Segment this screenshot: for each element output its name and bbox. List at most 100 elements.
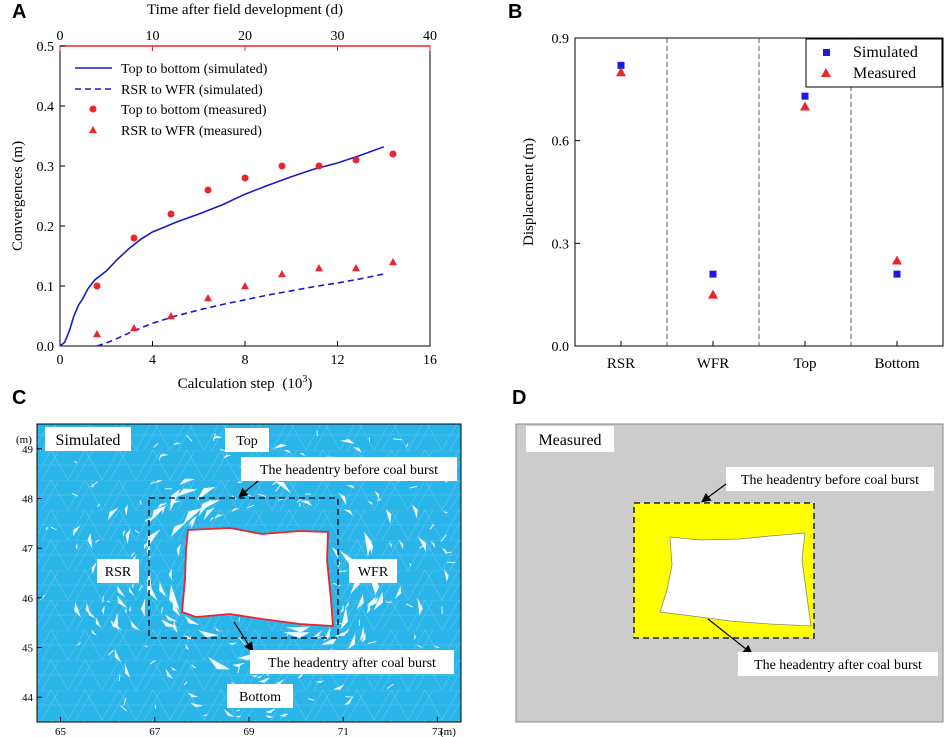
crack-fragment bbox=[170, 666, 178, 671]
plot-a-legend: Top to bottom (simulated) RSR to WFR (sim… bbox=[75, 62, 268, 139]
panel-c: C 65 67 69 71 73 44 45 46 47 48 49 (m) (m) Simulat… bbox=[12, 387, 462, 737]
d-before-label-box bbox=[726, 467, 934, 491]
crack-fragment bbox=[338, 559, 341, 568]
crack-line bbox=[419, 544, 425, 549]
d-after-label-box bbox=[738, 652, 938, 676]
crack-fragment bbox=[74, 601, 81, 618]
y-tick-label: 0.6 bbox=[552, 135, 570, 150]
crack-line bbox=[335, 622, 344, 625]
crack-line bbox=[183, 681, 188, 686]
crack-line bbox=[106, 600, 111, 603]
crack-fragment bbox=[161, 619, 179, 628]
crack-fragment bbox=[87, 610, 96, 619]
crack-fragment bbox=[168, 568, 173, 581]
legend-swatch-triangle bbox=[821, 68, 831, 77]
before-label-box bbox=[241, 457, 457, 481]
crack-fragment bbox=[331, 546, 338, 559]
data-point-triangle bbox=[130, 324, 138, 332]
data-point-triangle bbox=[892, 255, 902, 265]
crack-fragment bbox=[315, 680, 324, 684]
x-tick-label: WFR bbox=[697, 356, 730, 372]
before-label: The headentry before coal burst bbox=[260, 463, 438, 478]
crack-fragment bbox=[125, 528, 131, 544]
plot-a-y-label: Convergences (m) bbox=[10, 141, 26, 251]
after-arrow bbox=[233, 621, 254, 653]
crack-fragment bbox=[202, 714, 209, 717]
crack-line bbox=[95, 539, 100, 543]
legend-label: Measured bbox=[853, 65, 916, 82]
crack-fragment bbox=[147, 580, 158, 601]
legend-label: Simulated bbox=[853, 44, 918, 61]
wfr-label: WFR bbox=[358, 565, 389, 580]
crack-line bbox=[74, 460, 78, 464]
d-before-arrow bbox=[701, 483, 727, 503]
data-point-square bbox=[893, 270, 901, 278]
crack-line bbox=[434, 645, 440, 649]
data-point-circle bbox=[278, 162, 286, 170]
y-tick-label: 0.9 bbox=[552, 32, 570, 47]
crack-fragment bbox=[187, 692, 199, 698]
crack-fragment bbox=[285, 626, 311, 633]
crack-fragment bbox=[169, 584, 180, 611]
crack-line bbox=[153, 442, 159, 448]
plot-b-legend: Simulated Measured bbox=[805, 38, 943, 88]
panel-letter-d: D bbox=[512, 387, 526, 409]
crack-fragment bbox=[124, 607, 127, 614]
crack-fragment bbox=[191, 515, 197, 530]
data-point-triangle bbox=[389, 258, 397, 266]
x-tick-label: 16 bbox=[423, 353, 437, 368]
crack-line bbox=[161, 607, 163, 614]
rsr-label-box bbox=[97, 559, 139, 583]
crack-fragment bbox=[203, 507, 215, 521]
x-tick-label: 12 bbox=[331, 353, 345, 368]
crack-line bbox=[409, 562, 412, 567]
crack-fragment bbox=[117, 585, 126, 598]
data-point-circle bbox=[352, 156, 360, 164]
crack-fragment bbox=[346, 485, 356, 489]
crack-fragment bbox=[389, 542, 392, 549]
crack-fragment bbox=[157, 503, 168, 509]
data-point-circle bbox=[167, 210, 175, 218]
measured-label: Measured bbox=[538, 432, 601, 449]
crack-fragment bbox=[443, 568, 449, 583]
crack-fragment bbox=[110, 620, 123, 631]
simulated-label: Simulated bbox=[56, 432, 121, 449]
data-point-square bbox=[801, 92, 809, 100]
crack-line bbox=[150, 481, 156, 485]
x-tick-label: 4 bbox=[149, 353, 156, 368]
crack-fragment bbox=[144, 518, 151, 523]
x-tick-label: 8 bbox=[242, 353, 249, 368]
crack-line bbox=[275, 484, 282, 492]
y-tick-label: 47 bbox=[22, 543, 34, 555]
crack-fragment bbox=[184, 615, 200, 625]
data-point-triangle bbox=[800, 101, 810, 111]
crack-line bbox=[429, 523, 435, 530]
crack-fragment bbox=[173, 442, 182, 446]
crack-line bbox=[97, 503, 101, 508]
crack-fragment bbox=[414, 632, 416, 640]
y-tick-label: 46 bbox=[22, 593, 34, 605]
crack-fragment bbox=[398, 539, 404, 550]
crack-fragment bbox=[198, 499, 212, 517]
crack-fragment bbox=[366, 596, 376, 607]
crack-fragment bbox=[417, 598, 423, 616]
plot-a-x-label: Calculation step (103) bbox=[178, 374, 313, 392]
top-tick-label: 30 bbox=[331, 29, 345, 44]
y-tick-label: 0.5 bbox=[37, 40, 55, 55]
crack-line bbox=[134, 529, 140, 534]
plot-a-x-label-text: Calculation step bbox=[178, 376, 275, 392]
top-tick-label: 20 bbox=[238, 29, 252, 44]
plot-b-y-ticks: 0.0 0.3 0.6 0.9 bbox=[552, 32, 580, 355]
crack-fragment bbox=[124, 663, 131, 678]
crack-fragment bbox=[258, 677, 271, 683]
crack-fragment bbox=[122, 529, 126, 537]
crack-fragment bbox=[374, 490, 380, 501]
legend-label: Top to bottom (measured) bbox=[121, 103, 267, 118]
y-tick-label: 44 bbox=[22, 692, 34, 704]
simulated-label-box bbox=[45, 427, 131, 451]
plot-a-x-label-sup: 3 bbox=[302, 374, 307, 385]
crack-line bbox=[385, 601, 392, 603]
crack-fragment bbox=[367, 501, 374, 506]
crack-line bbox=[444, 480, 448, 483]
